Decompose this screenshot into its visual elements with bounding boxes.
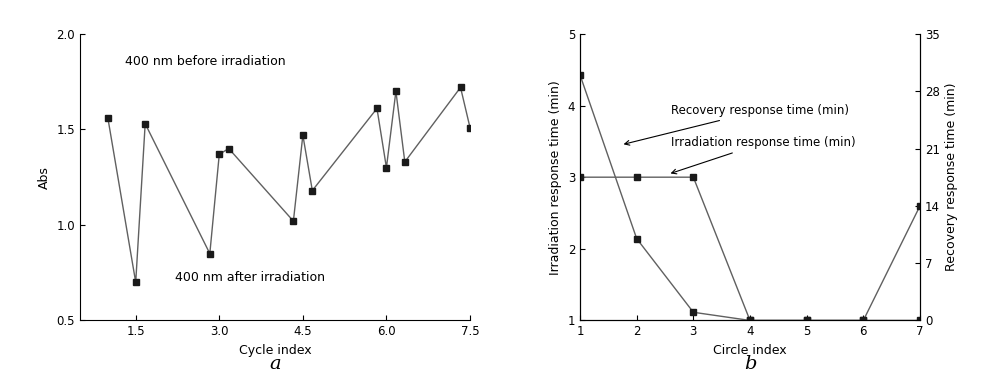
Text: b: b xyxy=(744,355,756,373)
Text: Irradiation response time (min): Irradiation response time (min) xyxy=(671,136,855,174)
Y-axis label: Recovery response time (min): Recovery response time (min) xyxy=(945,83,958,271)
X-axis label: Circle index: Circle index xyxy=(713,344,787,357)
Text: a: a xyxy=(269,355,281,373)
Y-axis label: Abs: Abs xyxy=(38,166,51,188)
Text: Recovery response time (min): Recovery response time (min) xyxy=(625,104,849,145)
Text: 400 nm before irradiation: 400 nm before irradiation xyxy=(125,55,285,68)
Y-axis label: Irradiation response time (min): Irradiation response time (min) xyxy=(549,80,562,274)
Text: 400 nm after irradiation: 400 nm after irradiation xyxy=(175,271,325,284)
X-axis label: Cycle index: Cycle index xyxy=(239,344,311,357)
